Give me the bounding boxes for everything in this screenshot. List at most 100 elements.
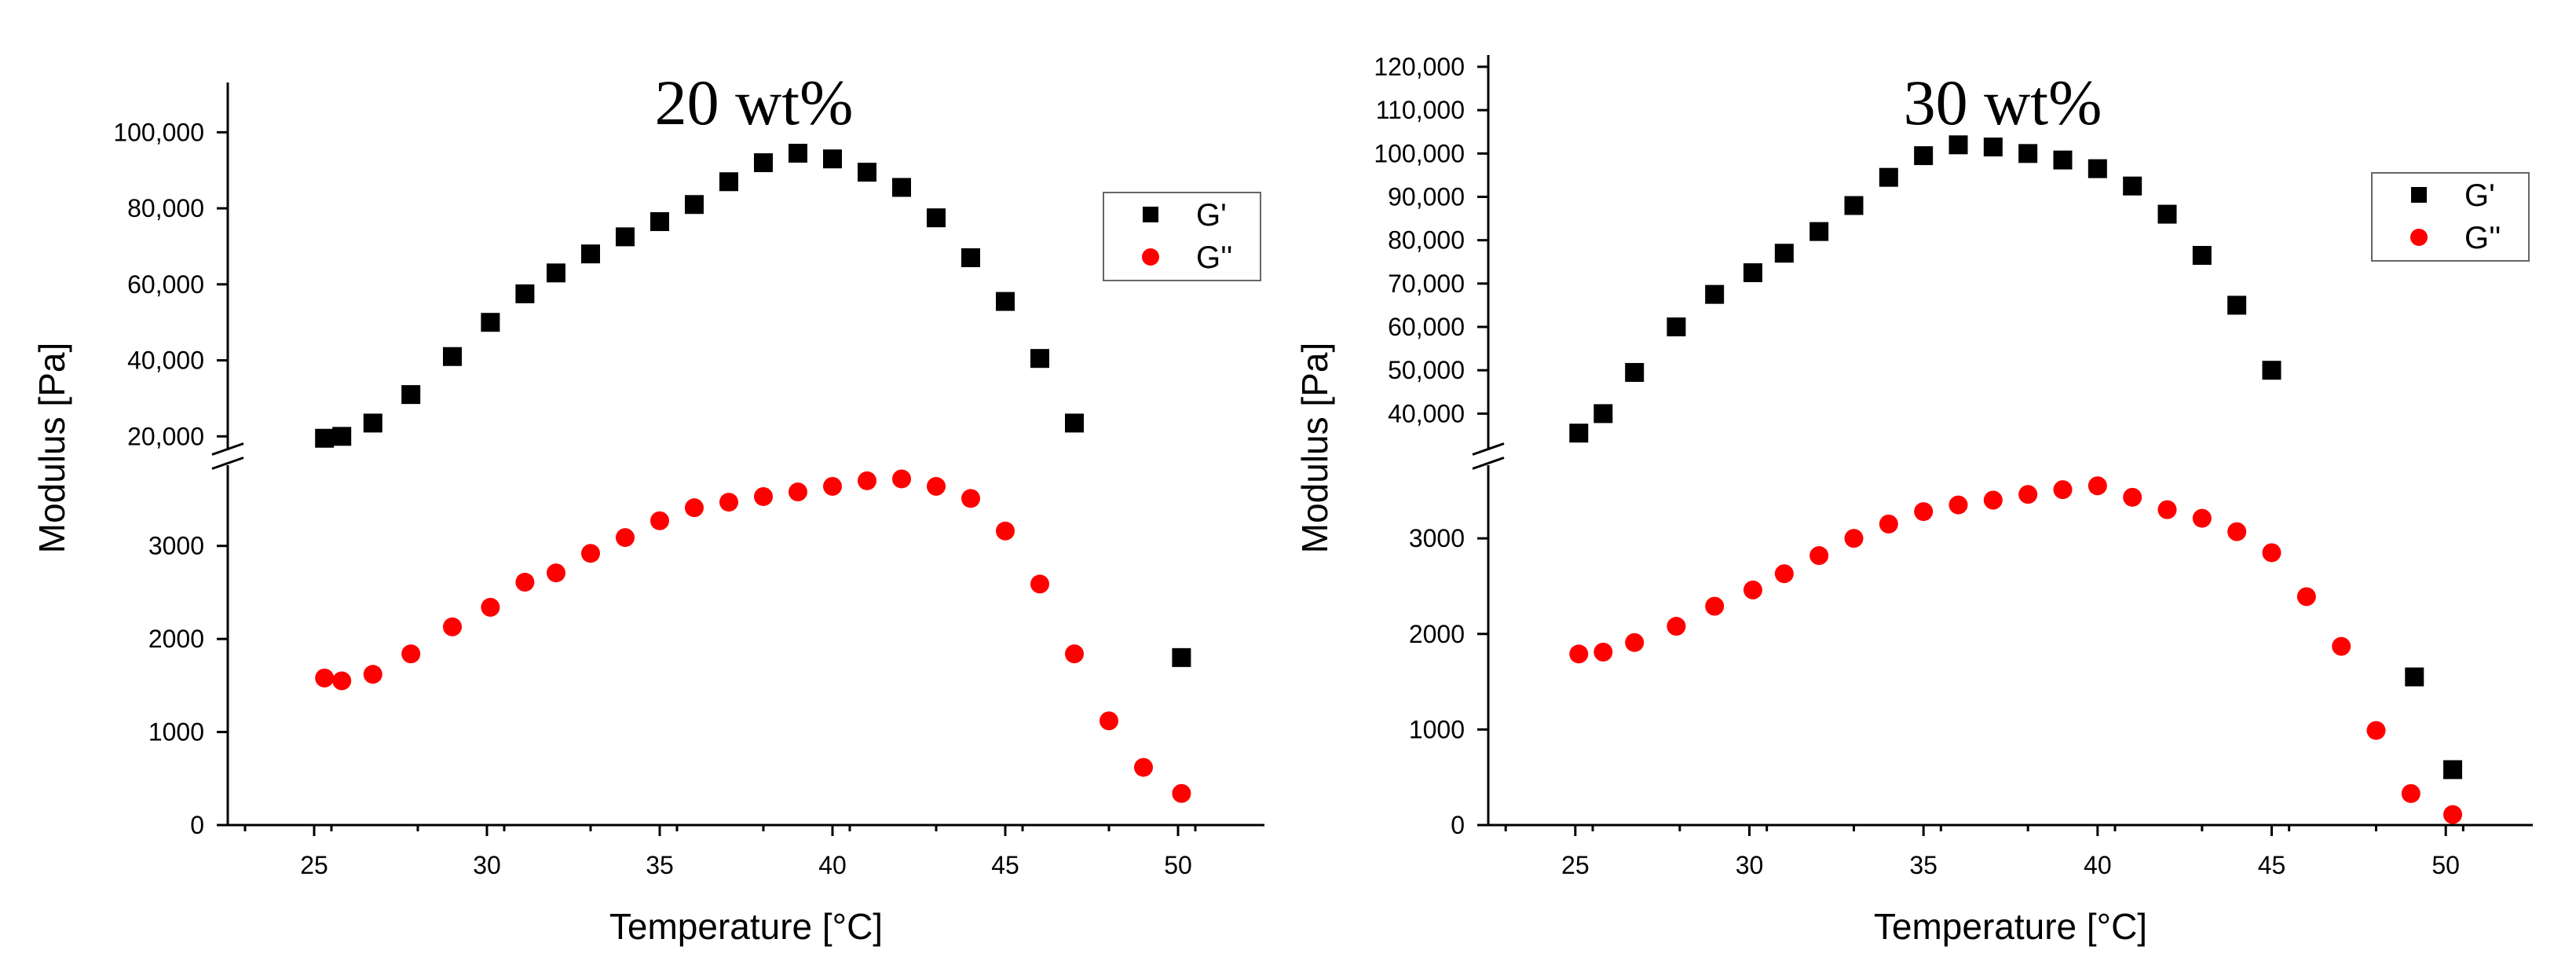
data-point-g-prime	[2053, 150, 2073, 170]
data-point-g-double-prime	[961, 489, 980, 508]
data-point-g-double-prime	[2401, 783, 2420, 803]
chart-title: 30 wt%	[1904, 67, 2102, 138]
data-point-g-prime	[1172, 647, 1191, 667]
x-tick-label: 30	[1736, 851, 1764, 879]
data-point-g-prime	[1879, 167, 1898, 187]
x-axis-title: Temperature [°C]	[609, 906, 883, 947]
y-tick-label: 50,000	[1388, 356, 1465, 384]
y-tick-label: 80,000	[1388, 226, 1465, 255]
data-point-g-prime	[719, 172, 738, 192]
legend-label-g-prime: G'	[1196, 198, 1227, 233]
data-point-g-double-prime	[2192, 508, 2212, 528]
data-point-g-double-prime	[2123, 487, 2142, 507]
data-point-g-prime	[1705, 284, 1725, 304]
data-point-g-prime	[2157, 204, 2177, 224]
data-point-g-prime	[2405, 667, 2424, 687]
y-tick-label: 0	[190, 811, 204, 839]
data-point-g-prime	[547, 263, 565, 283]
legend-box	[2371, 172, 2530, 262]
legend-box	[1103, 192, 1261, 281]
data-point-g-prime	[1030, 349, 1049, 369]
data-point-g-double-prime	[616, 528, 635, 548]
data-point-g-prime	[2088, 159, 2107, 178]
data-point-g-prime	[1065, 413, 1084, 433]
data-point-g-double-prime	[1914, 502, 1934, 522]
data-point-g-prime	[650, 212, 669, 232]
data-point-g-double-prime	[581, 544, 600, 563]
y-tick-label: 1000	[148, 718, 204, 746]
y-tick-label: 80,000	[127, 194, 204, 222]
data-point-g-double-prime	[996, 521, 1015, 541]
y-tick-label: 2000	[148, 625, 204, 653]
data-point-g-double-prime	[2262, 543, 2281, 563]
data-point-g-double-prime	[1667, 617, 1686, 636]
data-point-g-prime	[1569, 424, 1589, 443]
data-point-g-double-prime	[1625, 633, 1645, 652]
data-point-g-prime	[2192, 246, 2212, 265]
data-point-g-double-prime	[2157, 500, 2177, 519]
data-point-g-prime	[2123, 176, 2142, 196]
legend-marker-g-prime	[2411, 187, 2427, 203]
data-point-g-prime	[1774, 244, 1794, 263]
chart-30wt: 25 30 35 40 45 50 0 1000 2000 3000 40,000 50,000 60,…	[1294, 53, 2533, 947]
x-axis-title: Temperature [°C]	[1874, 906, 2147, 947]
y-tick-label: 100,000	[1374, 139, 1465, 167]
x-tick-label: 30	[473, 851, 501, 879]
legend-marker-g-double-prime	[1142, 248, 1159, 266]
data-point-g-double-prime	[1983, 490, 2003, 510]
data-point-g-prime	[1743, 263, 1762, 283]
x-tick-label: 40	[818, 851, 847, 879]
y-tick-label: 20,000	[127, 422, 204, 450]
data-point-g-prime	[616, 227, 635, 247]
data-point-g-prime	[1844, 196, 1864, 215]
data-point-g-prime	[1625, 362, 1645, 382]
data-point-g-prime	[481, 313, 500, 332]
data-point-g-double-prime	[2443, 805, 2463, 824]
y-axis-title: Modulus [Pa]	[31, 343, 72, 553]
data-point-g-prime	[1914, 146, 1934, 166]
data-point-g-prime	[581, 244, 600, 264]
data-point-g-double-prime	[823, 476, 842, 496]
x-tick-label: 25	[1561, 851, 1590, 879]
data-point-g-double-prime	[1948, 495, 1968, 515]
data-point-g-double-prime	[2366, 721, 2386, 740]
data-point-g-prime	[685, 195, 704, 215]
legend-marker-g-prime	[1143, 207, 1158, 222]
data-point-g-double-prime	[892, 469, 911, 489]
data-point-g-prime	[2018, 144, 2038, 163]
x-tick-label: 35	[646, 851, 674, 879]
data-point-g-double-prime	[1172, 783, 1191, 803]
data-point-g-double-prime	[1030, 574, 1049, 594]
axis-break-mark	[1472, 442, 1505, 456]
data-point-g-double-prime	[2227, 522, 2247, 541]
data-point-g-double-prime	[1134, 757, 1153, 777]
y-tick-label: 0	[1451, 811, 1465, 839]
data-point-g-prime	[754, 153, 773, 173]
data-point-g-double-prime	[2332, 636, 2351, 656]
y-axis-title: Modulus [Pa]	[1294, 343, 1335, 553]
data-point-g-prime	[961, 248, 980, 267]
chart-title: 20 wt%	[655, 67, 854, 138]
data-point-g-prime	[892, 178, 911, 197]
data-point-g-double-prime	[547, 563, 565, 583]
data-point-g-prime	[1667, 317, 1686, 337]
y-tick-label: 3000	[148, 532, 204, 560]
y-tick-label: 3000	[1409, 524, 1465, 552]
y-tick-label: 60,000	[1388, 313, 1465, 341]
axis-break-mark	[1472, 457, 1505, 470]
axis-break-mark	[211, 457, 244, 470]
data-point-g-prime	[789, 143, 807, 163]
y-tick-label: 40,000	[127, 347, 204, 375]
legend-marker-g-double-prime	[2410, 229, 2428, 246]
data-point-g-double-prime	[481, 597, 500, 617]
y-tick-label: 1000	[1409, 715, 1465, 743]
data-point-g-double-prime	[2053, 480, 2073, 500]
chart-20wt: 25 30 35 40 45 50 0 1000 2000 3000 20,000 40,000 60,…	[31, 67, 1264, 947]
y-tick-label: 60,000	[127, 270, 204, 299]
data-point-g-double-prime	[1844, 529, 1864, 548]
data-point-g-double-prime	[401, 644, 421, 664]
data-point-g-double-prime	[515, 572, 535, 592]
y-tick-label: 90,000	[1388, 183, 1465, 211]
x-tick-label: 25	[300, 851, 328, 879]
